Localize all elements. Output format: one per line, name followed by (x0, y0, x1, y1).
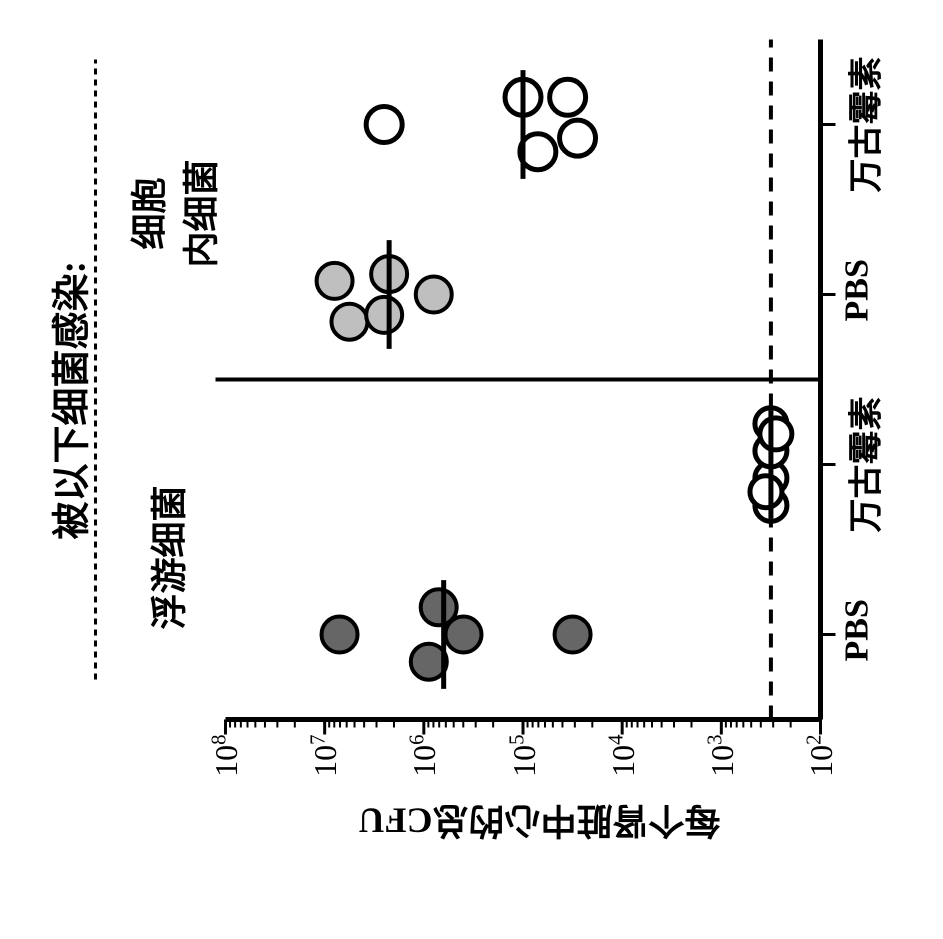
panel-label-right-2: 内细菌 (172, 159, 224, 267)
data-point (366, 296, 402, 332)
data-point (549, 79, 585, 115)
y-tick-label: 106 (405, 734, 443, 776)
data-point (321, 616, 357, 652)
x-tick-label: 万古霉素 (838, 56, 887, 192)
x-tick-label: PBS (838, 259, 876, 321)
y-tick-label: 104 (604, 734, 642, 776)
data-point (316, 262, 352, 298)
chart-title: 被以下细菌感染: (40, 260, 95, 539)
x-tick-label: 万古霉素 (838, 396, 887, 532)
y-axis-label: 每个肾脏中心的总CFU (358, 797, 720, 849)
data-point (331, 303, 367, 339)
data-point (749, 475, 781, 507)
data-point (554, 616, 590, 652)
data-point (410, 643, 446, 679)
data-point (366, 106, 402, 142)
y-tick-label: 103 (703, 734, 741, 776)
x-tick-label: PBS (838, 599, 876, 661)
y-tick-label: 102 (802, 734, 840, 776)
y-tick-label: 108 (207, 734, 245, 776)
y-tick-label: 105 (505, 734, 543, 776)
panel-label-right-1: 细胞 (120, 177, 172, 249)
panel-label-left: 浮游细菌 (140, 485, 192, 629)
data-point (415, 276, 451, 312)
data-point (445, 616, 481, 652)
y-tick-label: 107 (306, 734, 344, 776)
data-point (559, 120, 595, 156)
data-point (759, 417, 791, 449)
